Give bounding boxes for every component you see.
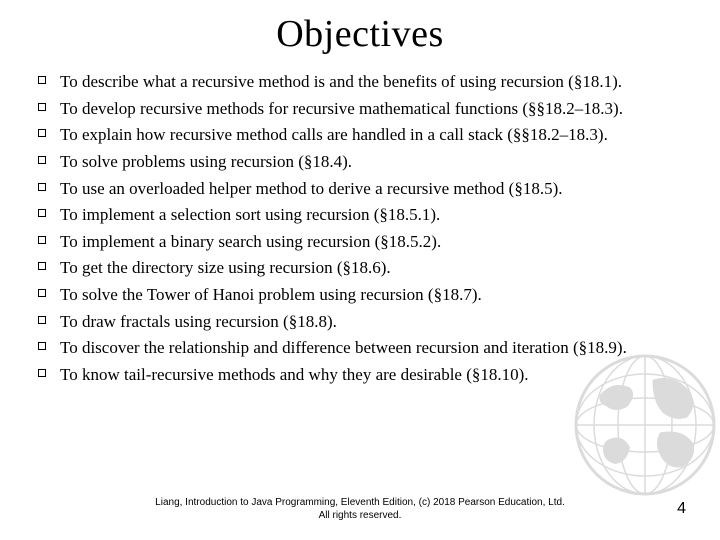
page-title: Objectives	[30, 12, 690, 56]
bullet-icon	[38, 183, 46, 191]
bullet-icon	[38, 156, 46, 164]
list-item: To discover the relationship and differe…	[36, 336, 690, 361]
list-item-text: To develop recursive methods for recursi…	[60, 99, 623, 118]
list-item-text: To use an overloaded helper method to de…	[60, 179, 563, 198]
bullet-icon	[38, 129, 46, 137]
list-item-text: To get the directory size using recursio…	[60, 258, 391, 277]
footer-line-1: Liang, Introduction to Java Programming,…	[155, 497, 565, 508]
footer: Liang, Introduction to Java Programming,…	[0, 497, 720, 522]
list-item-text: To draw fractals using recursion (§18.8)…	[60, 312, 337, 331]
list-item: To solve the Tower of Hanoi problem usin…	[36, 283, 690, 308]
objectives-list: To describe what a recursive method is a…	[30, 70, 690, 388]
list-item: To get the directory size using recursio…	[36, 256, 690, 281]
list-item: To describe what a recursive method is a…	[36, 70, 690, 95]
list-item-text: To know tail-recursive methods and why t…	[60, 365, 529, 384]
list-item: To explain how recursive method calls ar…	[36, 123, 690, 148]
bullet-icon	[38, 316, 46, 324]
bullet-icon	[38, 209, 46, 217]
list-item-text: To implement a selection sort using recu…	[60, 205, 440, 224]
bullet-icon	[38, 236, 46, 244]
list-item-text: To discover the relationship and differe…	[60, 338, 627, 357]
list-item-text: To solve problems using recursion (§18.4…	[60, 152, 352, 171]
bullet-icon	[38, 369, 46, 377]
list-item-text: To solve the Tower of Hanoi problem usin…	[60, 285, 482, 304]
list-item: To implement a selection sort using recu…	[36, 203, 690, 228]
list-item: To draw fractals using recursion (§18.8)…	[36, 310, 690, 335]
list-item-text: To implement a binary search using recur…	[60, 232, 441, 251]
bullet-icon	[38, 76, 46, 84]
list-item: To implement a binary search using recur…	[36, 230, 690, 255]
list-item: To solve problems using recursion (§18.4…	[36, 150, 690, 175]
bullet-icon	[38, 262, 46, 270]
bullet-icon	[38, 342, 46, 350]
list-item: To use an overloaded helper method to de…	[36, 177, 690, 202]
footer-line-2: All rights reserved.	[319, 510, 402, 521]
list-item: To develop recursive methods for recursi…	[36, 97, 690, 122]
bullet-icon	[38, 103, 46, 111]
slide: Objectives To describe what a recursive …	[0, 0, 720, 540]
list-item-text: To describe what a recursive method is a…	[60, 72, 622, 91]
list-item: To know tail-recursive methods and why t…	[36, 363, 690, 388]
list-item-text: To explain how recursive method calls ar…	[60, 125, 608, 144]
bullet-icon	[38, 289, 46, 297]
page-number: 4	[677, 500, 686, 518]
